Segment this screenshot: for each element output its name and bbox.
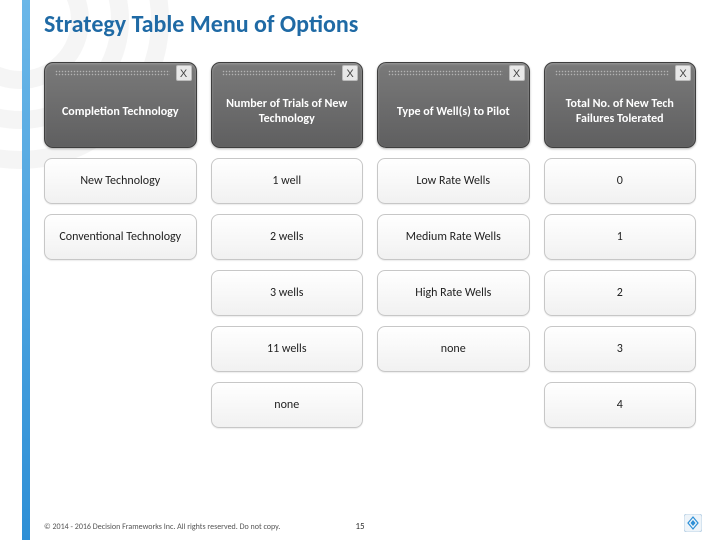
table-column: X Number of Trials of New Technology 1 w… xyxy=(211,62,364,438)
option-card[interactable]: 11 wells xyxy=(211,326,364,372)
close-icon[interactable]: X xyxy=(675,65,691,81)
grip-strip-icon xyxy=(388,70,503,76)
empty-cell xyxy=(44,382,197,428)
option-card[interactable]: 1 well xyxy=(211,158,364,204)
option-card[interactable]: New Technology xyxy=(44,158,197,204)
option-label: 2 wells xyxy=(270,230,303,244)
empty-cell xyxy=(44,270,197,316)
close-icon[interactable]: X xyxy=(342,65,358,81)
strategy-table: X Completion Technology New Technology C… xyxy=(44,62,696,438)
option-label: 4 xyxy=(617,398,623,412)
grip-strip-icon xyxy=(555,70,670,76)
option-card[interactable]: Medium Rate Wells xyxy=(377,214,530,260)
column-header-card: X Total No. of New Tech Failures Tolerat… xyxy=(544,62,697,148)
close-icon[interactable]: X xyxy=(509,65,525,81)
column-header-card: X Completion Technology xyxy=(44,62,197,148)
option-label: Low Rate Wells xyxy=(416,174,490,188)
option-card[interactable]: 2 xyxy=(544,270,697,316)
option-card[interactable]: High Rate Wells xyxy=(377,270,530,316)
option-label: 2 xyxy=(617,286,623,300)
column-header-label: Completion Technology xyxy=(45,83,196,147)
close-icon[interactable]: X xyxy=(176,65,192,81)
option-card[interactable]: none xyxy=(377,326,530,372)
option-card[interactable]: 3 wells xyxy=(211,270,364,316)
option-label: 3 wells xyxy=(270,286,303,300)
accent-left-bar xyxy=(22,0,30,540)
empty-cell xyxy=(377,382,530,428)
copyright-footer: © 2014 - 2016 Decision Frameworks Inc. A… xyxy=(44,522,280,532)
option-card[interactable]: 4 xyxy=(544,382,697,428)
column-header-label: Type of Well(s) to Pilot xyxy=(378,83,529,147)
option-card[interactable]: 3 xyxy=(544,326,697,372)
option-card[interactable]: Low Rate Wells xyxy=(377,158,530,204)
option-label: Conventional Technology xyxy=(59,230,181,244)
option-label: 0 xyxy=(617,174,623,188)
option-label: 3 xyxy=(617,342,623,356)
option-label: none xyxy=(441,342,466,356)
option-label: High Rate Wells xyxy=(415,286,491,300)
empty-cell xyxy=(44,326,197,372)
option-label: 1 xyxy=(617,230,623,244)
table-column: X Total No. of New Tech Failures Tolerat… xyxy=(544,62,697,438)
option-label: none xyxy=(274,398,299,412)
logo-icon xyxy=(684,514,702,532)
column-header-label: Total No. of New Tech Failures Tolerated xyxy=(545,83,696,147)
grip-strip-icon xyxy=(222,70,337,76)
option-label: New Technology xyxy=(80,174,160,188)
option-label: Medium Rate Wells xyxy=(406,230,501,244)
option-card[interactable]: 0 xyxy=(544,158,697,204)
option-label: 1 well xyxy=(272,174,301,188)
column-header-card: X Type of Well(s) to Pilot xyxy=(377,62,530,148)
grip-strip-icon xyxy=(55,70,170,76)
table-column: X Type of Well(s) to Pilot Low Rate Well… xyxy=(377,62,530,438)
option-card[interactable]: none xyxy=(211,382,364,428)
table-column: X Completion Technology New Technology C… xyxy=(44,62,197,438)
page-number: 15 xyxy=(355,521,364,532)
column-header-card: X Number of Trials of New Technology xyxy=(211,62,364,148)
slide-title: Strategy Table Menu of Options xyxy=(44,10,358,39)
column-header-label: Number of Trials of New Technology xyxy=(212,83,363,147)
option-card[interactable]: Conventional Technology xyxy=(44,214,197,260)
option-label: 11 wells xyxy=(267,342,307,356)
option-card[interactable]: 2 wells xyxy=(211,214,364,260)
option-card[interactable]: 1 xyxy=(544,214,697,260)
